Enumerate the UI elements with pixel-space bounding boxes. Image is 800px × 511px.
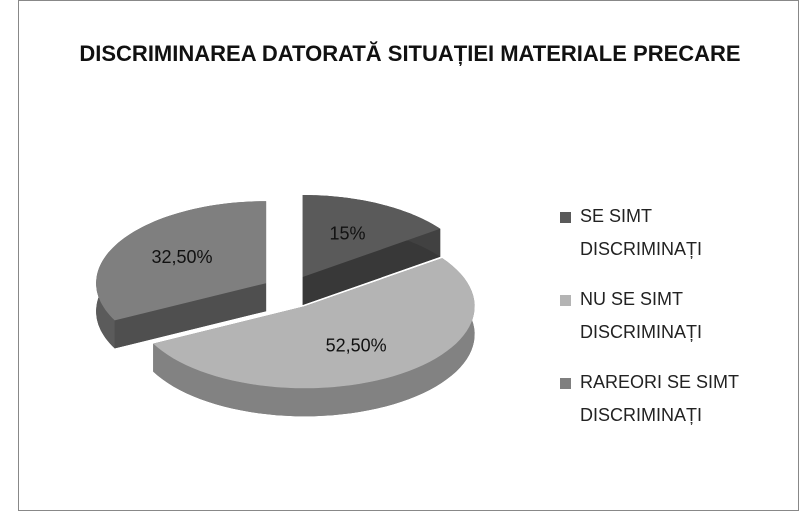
slice-outer-wall [153,258,475,417]
data-label: 15% [329,223,365,243]
slice-radial-wall [114,283,267,349]
slice-top [96,201,267,321]
pie-slice [302,195,441,305]
legend-label: SE SIMT DISCRIMINAȚI [580,206,703,259]
slice-radial-wall [302,228,441,305]
legend-item: NU SE SIMT DISCRIMINAȚI [560,283,770,349]
pie-slice [96,201,267,349]
pie-slice [153,258,475,417]
legend-label: RAREORI SE SIMT DISCRIMINAȚI [580,372,739,425]
legend-swatch [560,212,571,223]
legend-label: NU SE SIMT DISCRIMINAȚI [580,289,703,342]
data-label: 32,50% [152,247,213,267]
slice-top [302,195,441,277]
slice-top [153,258,475,389]
data-label: 52,50% [326,336,387,356]
legend-item: RAREORI SE SIMT DISCRIMINAȚI [560,366,770,432]
legend-swatch [560,378,571,389]
legend-item: SE SIMT DISCRIMINAȚI [560,200,770,266]
chart-title: DISCRIMINAREA DATORATĂ SITUAȚIEI MATERIA… [79,41,741,66]
legend: SE SIMT DISCRIMINAȚI NU SE SIMT DISCRIMIN… [560,200,790,449]
legend-swatch [560,295,571,306]
